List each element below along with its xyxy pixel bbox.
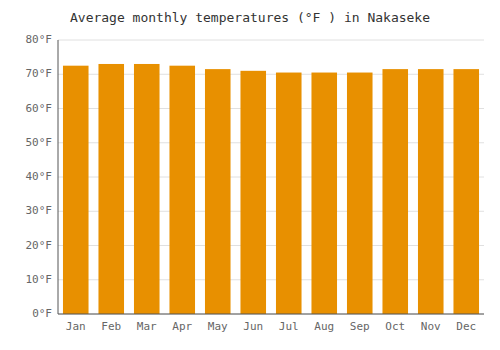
y-tick-label: 40°F xyxy=(26,170,53,183)
bar xyxy=(418,69,444,314)
y-tick-label: 80°F xyxy=(26,33,53,46)
bar xyxy=(205,69,231,314)
chart: Average monthly temperatures (°F ) in Na… xyxy=(0,0,500,350)
y-tick-label: 10°F xyxy=(26,273,53,286)
bar xyxy=(311,73,337,314)
y-tick-label: 60°F xyxy=(26,102,53,115)
x-tick-label: May xyxy=(208,320,228,333)
y-tick-label: 0°F xyxy=(32,307,52,320)
title: Average monthly temperatures (°F ) in Na… xyxy=(70,10,430,25)
grid-line xyxy=(58,40,484,41)
x-axis xyxy=(58,314,484,315)
bar xyxy=(453,69,479,314)
y-axis xyxy=(58,40,59,314)
x-tick-label: Dec xyxy=(456,320,476,333)
x-tick-label: Aug xyxy=(314,320,334,333)
y-tick-label: 50°F xyxy=(26,136,53,149)
bar xyxy=(382,69,408,314)
x-tick-label: Mar xyxy=(137,320,157,333)
bars xyxy=(63,64,479,314)
grid-line xyxy=(58,314,484,315)
bar xyxy=(347,73,373,314)
bar xyxy=(240,71,266,314)
bar xyxy=(98,64,124,314)
x-tick-label: Jan xyxy=(66,320,86,333)
bar xyxy=(134,64,160,314)
x-tick-label: Oct xyxy=(385,320,405,333)
bar xyxy=(276,73,302,314)
x-tick-label: Feb xyxy=(101,320,121,333)
grid xyxy=(58,40,484,314)
x-tick-label: Nov xyxy=(421,320,441,333)
y-tick-label: 20°F xyxy=(26,239,53,252)
y-tick-label: 30°F xyxy=(26,204,53,217)
chart-container: Average monthly temperatures (°F ) in Na… xyxy=(0,0,500,350)
y-tick-label: 70°F xyxy=(26,67,53,80)
bar xyxy=(169,66,195,314)
x-tick-label: Apr xyxy=(172,320,192,333)
x-tick-label: Jun xyxy=(243,320,263,333)
x-tick-label: Jul xyxy=(279,320,299,333)
bar xyxy=(63,66,89,314)
x-tick-label: Sep xyxy=(350,320,370,333)
